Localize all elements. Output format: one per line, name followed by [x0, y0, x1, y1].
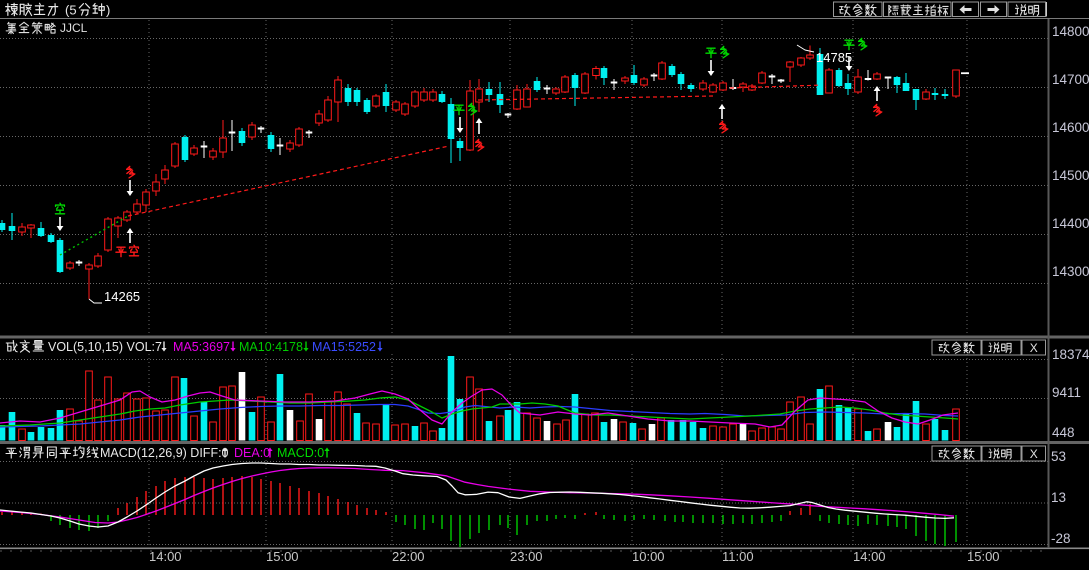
svg-text:MA15:5252: MA15:5252 [312, 340, 376, 354]
svg-text:MACD(12,26,9) DIFF:0: MACD(12,26,9) DIFF:0 [100, 446, 229, 460]
svg-text:13: 13 [1051, 490, 1066, 505]
svg-text:15:00: 15:00 [967, 549, 1000, 564]
svg-text:14500: 14500 [1052, 168, 1089, 183]
svg-text:14:00: 14:00 [853, 549, 886, 564]
svg-text:14:00: 14:00 [149, 549, 182, 564]
svg-text:22:00: 22:00 [392, 549, 425, 564]
svg-text:9411: 9411 [1052, 385, 1081, 400]
svg-text:14400: 14400 [1052, 216, 1089, 231]
svg-text:14265: 14265 [104, 289, 140, 304]
svg-text:18374: 18374 [1052, 347, 1089, 362]
svg-text:-28: -28 [1051, 531, 1071, 546]
svg-text:53: 53 [1051, 449, 1066, 464]
svg-text:): ) [106, 3, 110, 18]
svg-text:MACD:0: MACD:0 [277, 446, 324, 460]
svg-text:14800: 14800 [1052, 24, 1089, 39]
svg-text:448: 448 [1052, 425, 1075, 440]
svg-text:JJCL: JJCL [60, 21, 88, 35]
svg-text:14700: 14700 [1052, 72, 1089, 87]
svg-text:MA10:4178: MA10:4178 [239, 340, 303, 354]
svg-text:MA5:3697: MA5:3697 [173, 340, 230, 354]
svg-text:X: X [1030, 341, 1038, 355]
svg-text:11:00: 11:00 [722, 549, 754, 564]
svg-text:15:00: 15:00 [266, 549, 299, 564]
svg-text:14785: 14785 [816, 50, 852, 65]
svg-text:14300: 14300 [1052, 264, 1089, 279]
svg-text:X: X [1030, 447, 1038, 461]
svg-text:VOL(5,10,15) VOL:7: VOL(5,10,15) VOL:7 [48, 340, 162, 354]
svg-text:23:00: 23:00 [510, 549, 543, 564]
svg-text:10:00: 10:00 [632, 549, 665, 564]
svg-text:DEA:0: DEA:0 [234, 446, 270, 460]
svg-text:(5: (5 [65, 3, 77, 18]
svg-text:14600: 14600 [1052, 120, 1089, 135]
